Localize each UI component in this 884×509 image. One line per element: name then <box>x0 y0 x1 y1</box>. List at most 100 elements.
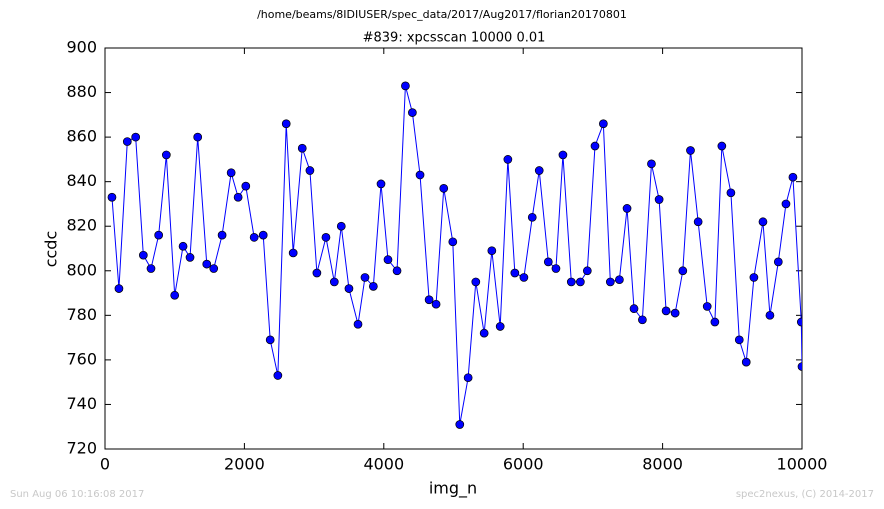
data-point <box>288 248 298 258</box>
data-point <box>146 264 156 273</box>
data-point <box>558 150 568 160</box>
data-point <box>576 277 585 287</box>
data-point <box>368 282 378 291</box>
data-point <box>702 302 712 311</box>
data-point <box>741 357 751 367</box>
data-point <box>734 335 744 345</box>
data-point <box>353 319 363 329</box>
data-point <box>615 275 624 285</box>
data-point <box>336 221 346 231</box>
data-point <box>605 277 615 287</box>
y-tick-label: 800 <box>66 260 97 279</box>
data-point <box>510 268 520 278</box>
data-point <box>258 230 268 240</box>
data-point <box>249 233 259 242</box>
data-point <box>590 141 600 151</box>
data-point <box>241 181 251 191</box>
data-point <box>161 150 171 160</box>
data-point <box>582 266 592 276</box>
data-point <box>154 230 164 240</box>
data-point <box>678 266 688 276</box>
x-axis-label: img_n <box>429 479 477 499</box>
data-point <box>424 295 434 305</box>
data-point <box>551 264 561 273</box>
data-point <box>431 299 441 309</box>
data-point <box>543 257 553 267</box>
data-point <box>749 273 759 282</box>
data-point <box>415 170 425 180</box>
data-point <box>796 317 802 327</box>
data-point <box>773 257 783 267</box>
data-point <box>534 166 544 175</box>
data-point <box>487 246 497 256</box>
data-point <box>360 273 370 282</box>
data-point <box>185 253 195 262</box>
data-point <box>710 317 720 327</box>
data-point <box>599 119 608 129</box>
data-point <box>297 143 307 153</box>
data-point <box>781 199 791 209</box>
x-tick-label: 4000 <box>363 455 404 474</box>
data-point <box>670 308 680 318</box>
y-tick-label: 820 <box>66 216 97 235</box>
data-point <box>114 284 124 293</box>
data-point <box>654 195 664 204</box>
data-point <box>408 108 417 117</box>
data-point <box>178 241 188 251</box>
data-point <box>329 277 339 287</box>
y-tick-label: 840 <box>66 171 97 190</box>
data-point <box>726 188 736 198</box>
data-point <box>758 217 768 227</box>
data-point <box>471 277 481 287</box>
data-point <box>693 217 703 227</box>
data-point <box>383 255 393 264</box>
data-point <box>209 264 219 273</box>
data-point <box>448 237 458 247</box>
data-point <box>265 335 275 345</box>
data-point <box>622 204 632 213</box>
data-point <box>131 132 141 142</box>
data-point <box>629 304 639 313</box>
data-point <box>193 132 203 142</box>
footer-right: spec2nexus, (C) 2014-2017 <box>736 489 874 500</box>
data-point <box>376 179 386 189</box>
data-point <box>281 119 291 129</box>
y-tick-label: 760 <box>66 349 97 368</box>
data-point <box>638 315 647 325</box>
data-point <box>202 259 212 269</box>
x-tick-label: 10000 <box>777 455 828 474</box>
data-point <box>217 230 227 240</box>
x-tick-label: 0 <box>100 455 110 474</box>
data-point <box>401 81 410 91</box>
suptitle: /home/beams/8IDIUSER/spec_data/2017/Aug2… <box>257 8 627 21</box>
data-point <box>273 371 283 380</box>
data-point <box>686 146 695 155</box>
x-tick-label: 6000 <box>503 455 544 474</box>
y-tick-label: 880 <box>66 82 97 101</box>
data-point <box>463 373 473 383</box>
y-tick-label: 740 <box>66 394 97 413</box>
y-tick-label: 860 <box>66 127 97 146</box>
data-point <box>107 192 117 202</box>
data-point <box>233 192 243 202</box>
y-tick-label: 720 <box>66 439 97 458</box>
data-point <box>122 137 132 146</box>
data-point <box>170 290 180 300</box>
data-point <box>321 233 331 242</box>
data-point <box>392 266 402 276</box>
y-tick-label: 780 <box>66 305 97 324</box>
data-point <box>519 273 529 282</box>
data-point <box>647 159 656 169</box>
data-point <box>312 268 322 278</box>
data-point <box>479 328 489 338</box>
data-point <box>305 166 315 175</box>
data-point <box>797 362 802 371</box>
y-tick-label: 900 <box>66 38 97 57</box>
data-point <box>765 310 775 320</box>
data-point <box>788 172 798 182</box>
x-tick-label: 2000 <box>224 455 265 474</box>
data-point <box>455 420 465 429</box>
data-point <box>527 212 537 222</box>
data-point <box>344 284 354 293</box>
